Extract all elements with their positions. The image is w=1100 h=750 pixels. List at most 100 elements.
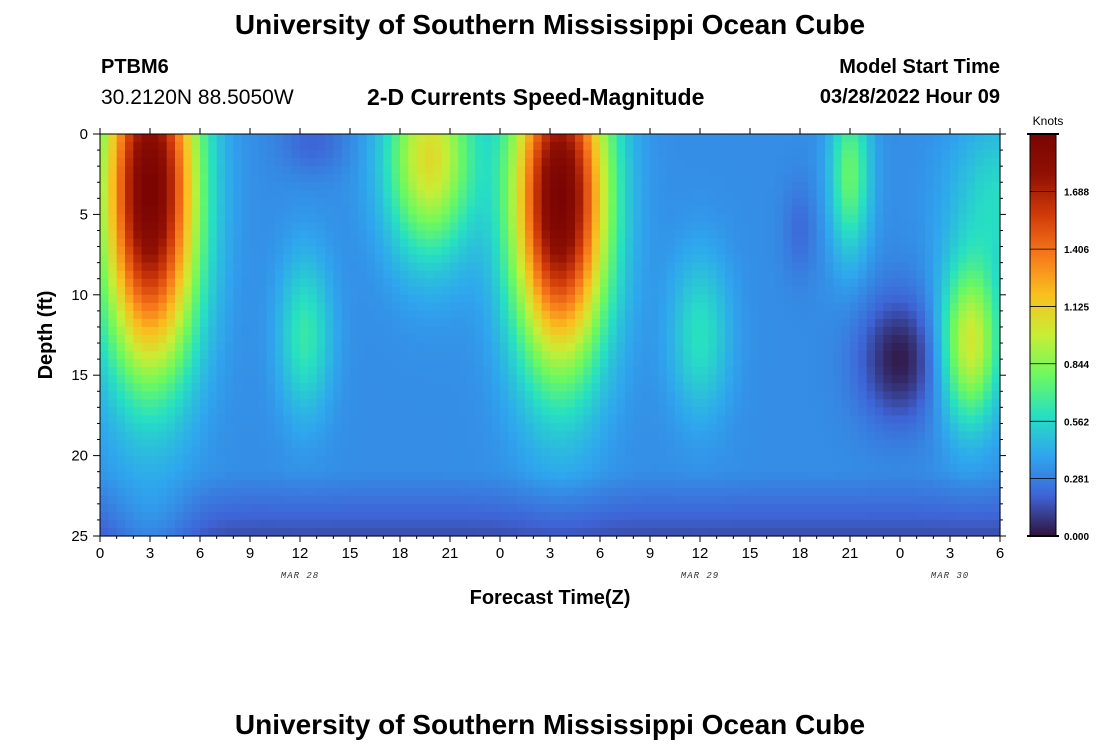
heatmap-cell [650, 222, 659, 232]
heatmap-cell [550, 190, 559, 199]
heatmap-cell [675, 391, 684, 400]
heatmap-cell [366, 246, 376, 256]
heatmap-cell [200, 511, 209, 521]
heatmap-cell [433, 214, 443, 224]
heatmap-cell [758, 222, 768, 232]
heatmap-cell [725, 270, 734, 280]
heatmap-cell [800, 359, 809, 368]
heatmap-cell [450, 230, 459, 240]
heatmap-cell [766, 222, 776, 232]
heatmap-cell [725, 359, 734, 368]
heatmap-cell [241, 190, 251, 199]
heatmap-cell [183, 351, 193, 360]
heatmap-cell [158, 399, 168, 408]
heatmap-cell [641, 318, 651, 328]
heatmap-cell [733, 190, 743, 199]
heatmap-cell [650, 182, 659, 191]
heatmap-cell [341, 326, 351, 336]
heatmap-cell [858, 447, 868, 457]
heatmap-cell [683, 415, 693, 425]
heatmap-cell [591, 519, 601, 529]
heatmap-cell [283, 262, 293, 272]
heatmap-cell [416, 310, 426, 320]
heatmap-cell [150, 326, 159, 336]
heatmap-cell [541, 182, 551, 191]
heatmap-cell [108, 222, 118, 232]
heatmap-cell [441, 142, 451, 151]
heatmap-cell [533, 479, 543, 489]
heatmap-cell [291, 246, 301, 256]
heatmap-cell [566, 383, 576, 392]
heatmap-cell [541, 455, 551, 465]
heatmap-cell [225, 326, 234, 336]
heatmap-cell [466, 359, 476, 368]
heatmap-cell [908, 367, 918, 376]
heatmap-cell [900, 166, 909, 175]
heatmap-cell [908, 519, 918, 529]
heatmap-cell [591, 375, 601, 384]
heatmap-cell [200, 519, 209, 529]
heatmap-cell [900, 495, 909, 505]
heatmap-cell [375, 206, 384, 215]
heatmap-cell [666, 423, 676, 433]
heatmap-cell [150, 238, 159, 248]
heatmap-cell [816, 407, 826, 416]
heatmap-cell [766, 134, 776, 143]
heatmap-cell [150, 222, 159, 232]
heatmap-cell [733, 447, 743, 457]
heatmap-cell [875, 495, 884, 505]
heatmap-cell [216, 214, 226, 224]
heatmap-cell [458, 527, 468, 537]
heatmap-cell [208, 519, 218, 529]
heatmap-cell [591, 254, 601, 264]
heatmap-cell [233, 479, 243, 489]
heatmap-cell [741, 302, 751, 312]
heatmap-cell [725, 503, 734, 513]
heatmap-cell [400, 391, 409, 400]
heatmap-cell [458, 142, 468, 151]
heatmap-cell [616, 399, 626, 408]
heatmap-cell [100, 503, 109, 513]
heatmap-cell [133, 407, 143, 416]
heatmap-cell [300, 431, 309, 441]
heatmap-cell [433, 294, 443, 304]
heatmap-cell [133, 335, 143, 344]
heatmap-cell [258, 511, 268, 521]
heatmap-cell [508, 190, 518, 199]
heatmap-cell [858, 511, 868, 521]
heatmap-cell [308, 503, 318, 513]
heatmap-cell [325, 326, 334, 336]
heatmap-cell [866, 158, 876, 167]
heatmap-cell [125, 278, 134, 288]
heatmap-cell [600, 318, 609, 328]
heatmap-cell [458, 463, 468, 473]
heatmap-cell [758, 463, 768, 473]
heatmap-cell [208, 447, 218, 457]
heatmap-cell [116, 487, 126, 497]
heatmap-cell [508, 399, 518, 408]
heatmap-cell [808, 326, 818, 336]
heatmap-cell [475, 150, 484, 159]
heatmap-cell [183, 318, 193, 328]
heatmap-cell [925, 190, 934, 199]
heatmap-cell [333, 278, 343, 288]
heatmap-cell [625, 415, 634, 425]
heatmap-cell [700, 302, 709, 312]
heatmap-cell [325, 423, 334, 433]
heatmap-cell [608, 391, 618, 400]
heatmap-cell [416, 503, 426, 513]
heatmap-cell [541, 214, 551, 224]
heatmap-cell [250, 487, 259, 497]
heatmap-cell [491, 479, 501, 489]
heatmap-cell [183, 407, 193, 416]
heatmap-cell [125, 527, 134, 537]
heatmap-cell [241, 423, 251, 433]
heatmap-cell [891, 262, 901, 272]
heatmap-cell [858, 190, 868, 199]
heatmap-cell [908, 351, 918, 360]
heatmap-cell [758, 351, 768, 360]
heatmap-cell [233, 262, 243, 272]
heatmap-cell [158, 423, 168, 433]
heatmap-cell [100, 415, 109, 425]
heatmap-cell [516, 495, 526, 505]
